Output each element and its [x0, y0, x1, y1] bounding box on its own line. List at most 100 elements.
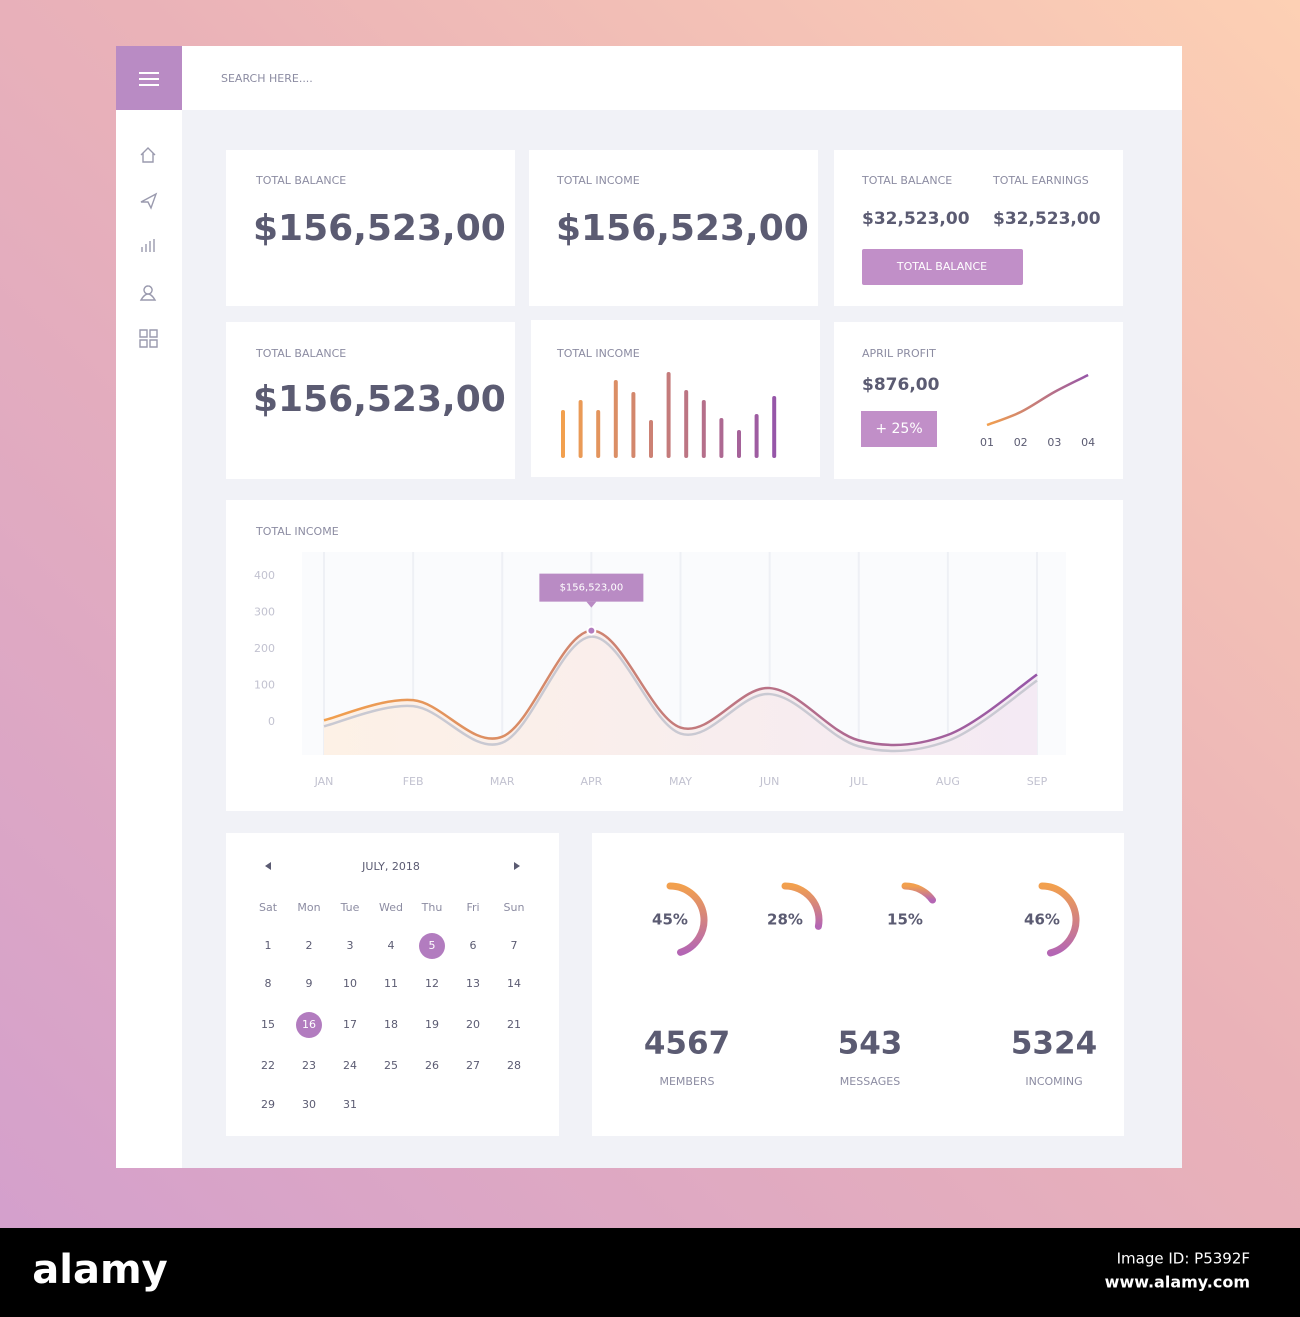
card-label: TOTAL BALANCE: [255, 174, 346, 187]
card: [226, 833, 559, 1136]
card-value: $156,523,00: [253, 208, 506, 249]
counter-value: 543: [838, 1026, 903, 1062]
bar: [631, 392, 636, 458]
bar: [578, 400, 583, 458]
x-tick-label: JUN: [759, 775, 780, 788]
counter-value: 5324: [1011, 1026, 1097, 1062]
counter-value: 4567: [644, 1026, 730, 1062]
profit-value: $876,00: [862, 375, 940, 395]
x-tick-label: APR: [580, 775, 602, 788]
ring: [1038, 882, 1080, 957]
day: 29: [261, 1098, 275, 1111]
day: 19: [425, 1018, 439, 1031]
card-label: APRIL PROFIT: [862, 347, 936, 360]
day: 21: [507, 1018, 521, 1031]
bar: [772, 396, 777, 458]
send-icon[interactable]: [140, 192, 158, 210]
x-tick-label: 02: [1014, 436, 1028, 449]
day: 2: [306, 939, 313, 952]
x-tick-label: JAN: [314, 775, 334, 788]
summary-button[interactable]: [862, 249, 1023, 285]
day: 16: [302, 1018, 316, 1031]
ring-label: 28%: [767, 911, 803, 929]
card: [834, 322, 1123, 479]
bar: [701, 400, 706, 458]
weekday: Sat: [259, 901, 278, 914]
y-tick-label: 200: [254, 642, 275, 655]
day: 26: [425, 1059, 439, 1072]
day: 3: [347, 939, 354, 952]
day: 8: [265, 977, 272, 990]
sidebar: [116, 110, 182, 1168]
weekday: Tue: [340, 901, 360, 914]
ring-label: 45%: [652, 911, 688, 929]
card: [226, 322, 515, 479]
day: 25: [384, 1059, 398, 1072]
selected-day: [419, 933, 445, 959]
day: 1: [265, 939, 272, 952]
calendar-month: JULY, 2018: [361, 860, 420, 873]
y-tick-label: 0: [268, 715, 275, 728]
day: 31: [343, 1098, 357, 1111]
bar: [666, 372, 671, 458]
home-icon[interactable]: [140, 147, 156, 163]
bar: [613, 380, 618, 458]
summary-value: $32,523,00: [862, 209, 970, 229]
prev-month[interactable]: [265, 862, 271, 870]
x-tick-label: 01: [980, 436, 994, 449]
card: [226, 150, 515, 306]
stats-icon[interactable]: [141, 239, 155, 252]
y-tick-label: 100: [254, 679, 275, 692]
x-tick-label: JUL: [849, 775, 868, 788]
day: 14: [507, 977, 521, 990]
ring: [781, 882, 823, 930]
summary-button-label: TOTAL BALANCE: [896, 260, 987, 273]
bar: [754, 414, 759, 458]
area: [324, 630, 1037, 755]
top-bar: [182, 46, 1182, 110]
bar: [649, 420, 653, 458]
sparkline: [986, 373, 1089, 427]
footer-url: www.alamy.com: [1105, 1273, 1250, 1292]
card-value: $156,523,00: [556, 208, 809, 249]
tooltip-pointer: [586, 601, 597, 608]
day: 13: [466, 977, 480, 990]
profit-badge: [861, 411, 937, 447]
tooltip-label: $156,523,00: [560, 583, 624, 594]
search-input[interactable]: SEARCH HERE....: [221, 72, 313, 85]
grid-icon[interactable]: [139, 329, 158, 348]
card: [529, 150, 818, 306]
summary-label: TOTAL BALANCE: [861, 174, 952, 187]
x-tick-label: MAR: [490, 775, 515, 788]
day: 23: [302, 1059, 316, 1072]
footer-brand: alamy: [32, 1247, 167, 1293]
summary-label: TOTAL EARNINGS: [992, 174, 1089, 187]
ring: [666, 882, 708, 956]
x-tick-label: FEB: [403, 775, 424, 788]
line: [323, 629, 1038, 747]
weekday: Thu: [421, 901, 443, 914]
profit-change: + 25%: [875, 421, 922, 437]
day: 4: [388, 939, 395, 952]
card: [531, 320, 820, 477]
bar: [684, 390, 689, 458]
weekday: Mon: [297, 901, 320, 914]
x-tick-label: MAY: [669, 775, 692, 788]
counter-label: MEMBERS: [659, 1075, 714, 1088]
bar: [737, 430, 741, 458]
day: 22: [261, 1059, 275, 1072]
selected-day: [296, 1012, 322, 1038]
next-month[interactable]: [514, 862, 520, 870]
day: 24: [343, 1059, 357, 1072]
x-tick-label: 03: [1047, 436, 1061, 449]
x-tick-label: 04: [1081, 436, 1095, 449]
card-label: TOTAL INCOME: [556, 347, 640, 360]
counter-label: MESSAGES: [840, 1075, 900, 1088]
day: 18: [384, 1018, 398, 1031]
bar: [596, 410, 601, 458]
chart-title: TOTAL INCOME: [255, 525, 339, 538]
day: 30: [302, 1098, 316, 1111]
menu-icon: [139, 72, 159, 86]
user-icon[interactable]: [139, 285, 157, 301]
